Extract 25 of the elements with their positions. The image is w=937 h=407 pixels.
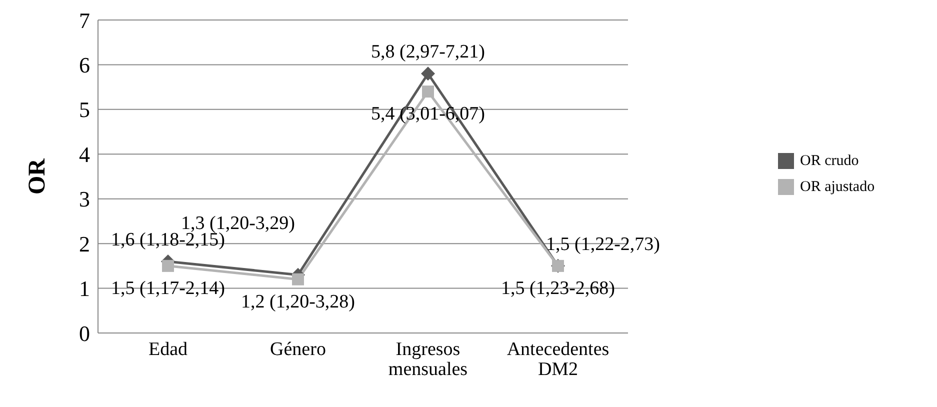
data-label: 1,5 (1,23-2,68) <box>501 278 615 299</box>
y-tick-label: 6 <box>79 52 90 78</box>
point <box>292 273 304 286</box>
point <box>421 66 435 81</box>
y-tick-label: 0 <box>79 320 90 346</box>
point <box>162 260 174 272</box>
x-tick-label: Edad <box>148 339 188 360</box>
y-tick-label: 3 <box>79 186 90 212</box>
x-tick-label: Ingresos mensuales <box>388 339 468 380</box>
y-tick-label: 7 <box>79 8 90 33</box>
data-label: 1,2 (1,20-3,28) <box>241 291 355 312</box>
y-tick-label: 1 <box>79 276 90 302</box>
y-axis-title: OR <box>24 158 51 194</box>
legend-label: OR ajustado <box>800 178 875 197</box>
legend-label: OR crudo <box>800 152 859 171</box>
y-tick-label: 2 <box>79 231 90 256</box>
data-label: 1,5 (1,17-2,14) <box>111 278 225 299</box>
data-label: 5,8 (2,97-7,21) <box>371 42 485 63</box>
y-tick-label: 5 <box>79 97 90 122</box>
data-label: 1,5 (1,22-2,73) <box>546 234 660 255</box>
data-label: 1,3 (1,20-3,29) <box>181 212 295 234</box>
x-tick-label: Antecedentes DM2 <box>506 339 610 380</box>
y-tick-label: 4 <box>79 142 90 167</box>
x-tick-label: Género <box>270 339 326 360</box>
point <box>422 86 434 98</box>
